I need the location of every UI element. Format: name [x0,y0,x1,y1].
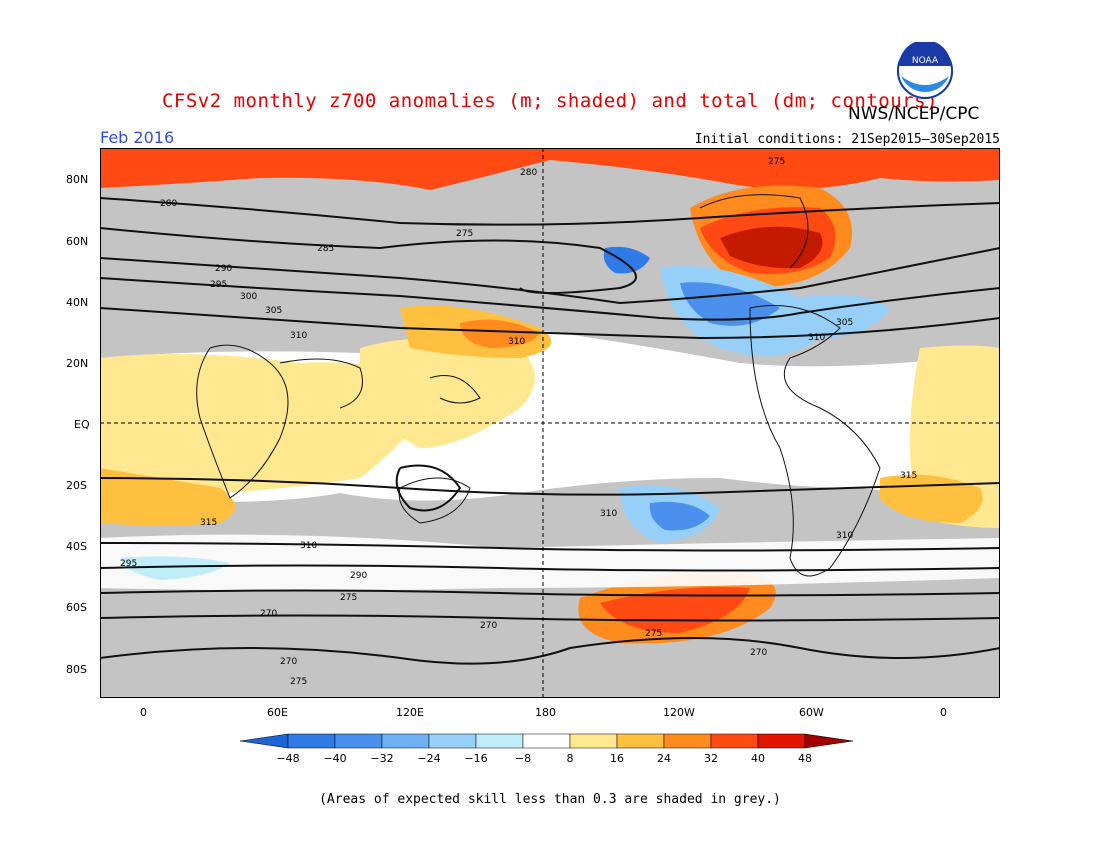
colorbar-swatch [428,733,477,749]
colorbar-swatch [663,733,712,749]
map-title: CFSv2 monthly z700 anomalies (m; shaded)… [161,90,939,112]
colorbar-arrow-left [240,733,289,749]
colorbar-tick-label: 24 [657,752,671,765]
contour-label: 310 [290,331,307,341]
colorbar-ticks: −48 −40 −32 −24 −16 −8 8 16 24 32 40 48 [276,752,812,765]
colorbar-tick-label: 40 [751,752,765,765]
colorbar: −48 −40 −32 −24 −16 −8 8 16 24 32 40 48 [240,733,854,765]
colorbar-swatch [522,733,571,749]
lat-label: 20S [66,479,87,492]
lon-label: 60E [267,706,288,719]
contour-label: 305 [836,318,853,328]
agency-label: NWS/NCEP/CPC [848,104,980,124]
contour-label: 275 [340,593,357,603]
colorbar-swatches [240,733,854,749]
contour-label: 275 [456,229,473,239]
colorbar-tick-label: 16 [610,752,624,765]
contour-label: 300 [240,292,257,302]
forecast-period: Feb 2016 [100,128,175,147]
colorbar-tick-label: 32 [704,752,718,765]
aleutian-negative [603,246,650,274]
south-pacific-negative-core [649,501,710,531]
colorbar-tick-label: −8 [515,752,531,765]
colorbar-swatch [569,733,618,749]
contour-label: 295 [210,280,227,290]
contour-label: 270 [750,648,767,658]
contour-label: 315 [900,471,917,481]
contour-label: 295 [120,559,137,569]
height-contours [100,197,1000,665]
colorbar-swatch [710,733,759,749]
lat-label: 80S [66,663,87,676]
lon-label: 180 [535,706,556,719]
lat-label: 80N [66,173,89,186]
south-atlantic-warm [100,468,235,526]
lon-label: 0 [940,706,947,719]
contour-label: 315 [200,518,217,528]
map-frame [100,148,1000,698]
lon-label: 0 [140,706,147,719]
southern-midlat-band [100,534,1000,591]
colorbar-swatch [381,733,430,749]
contour-label: 270 [280,657,297,667]
contour-label: 285 [317,244,334,254]
contour-label: 275 [290,677,307,687]
lat-label: 40N [66,296,89,309]
southern-ocean-negative [120,556,230,580]
contour-label: 270 [260,609,277,619]
contour-label-group: 275 280 280 275 285 290 295 300 305 310 … [120,157,917,687]
svg-text:NOAA: NOAA [912,56,939,66]
maritime-continent-positive [360,338,535,448]
colorbar-tick-label: −24 [417,752,440,765]
footnote: (Areas of expected skill less than 0.3 a… [319,792,781,807]
africa-indian-ocean-positive [100,354,450,513]
colorbar-tick-label: 48 [798,752,812,765]
colorbar-tick-label: −48 [276,752,299,765]
initial-conditions: Initial conditions: 21Sep2015–30Sep2015 [694,132,1000,147]
lat-label: 60S [66,601,87,614]
arctic-positive-anomaly [100,148,1000,190]
contour-label: 310 [836,531,853,541]
contour-label: 270 [480,621,497,631]
colorbar-swatch [616,733,665,749]
colorbar-tick-label: −32 [370,752,393,765]
contour-label: 290 [350,571,367,581]
greenland-positive-core [720,226,823,269]
north-pacific-warm-core [460,319,540,348]
map-panel: 275 280 280 275 285 290 295 300 305 310 … [100,148,1000,698]
southern-ocean-positive-core [600,587,750,633]
contour-label: 310 [300,541,317,551]
lon-label: 120W [663,706,695,719]
lat-label: EQ [74,418,90,431]
contour-label: 310 [600,509,617,519]
north-america-negative-core [680,282,780,326]
contour-label: 275 [645,629,662,639]
lon-label: 120E [396,706,424,719]
colorbar-swatch [475,733,524,749]
lat-label: 40S [66,540,87,553]
contour-label: 305 [265,306,282,316]
colorbar-swatch [287,733,336,749]
colorbar-arrow-right [804,733,854,749]
contour-label: 310 [508,337,525,347]
colorbar-tick-label: −40 [323,752,346,765]
lat-label: 60N [66,235,89,248]
lon-label: 60W [799,706,824,719]
contour-label: 280 [520,168,537,178]
colorbar-tick-label: 8 [567,752,574,765]
colorbar-swatch [334,733,383,749]
colorbar-tick-label: −16 [464,752,487,765]
contour-label: 310 [808,333,825,343]
contour-label: 280 [160,199,177,209]
contour-label: 275 [768,157,785,167]
noaa-logo: NOAA [897,42,953,99]
coastlines [196,194,881,577]
lat-label: 20N [66,357,89,370]
colorbar-swatch [757,733,806,749]
anomaly-map: 275 280 280 275 285 290 295 300 305 310 … [100,148,1000,698]
contour-label: 290 [215,264,232,274]
